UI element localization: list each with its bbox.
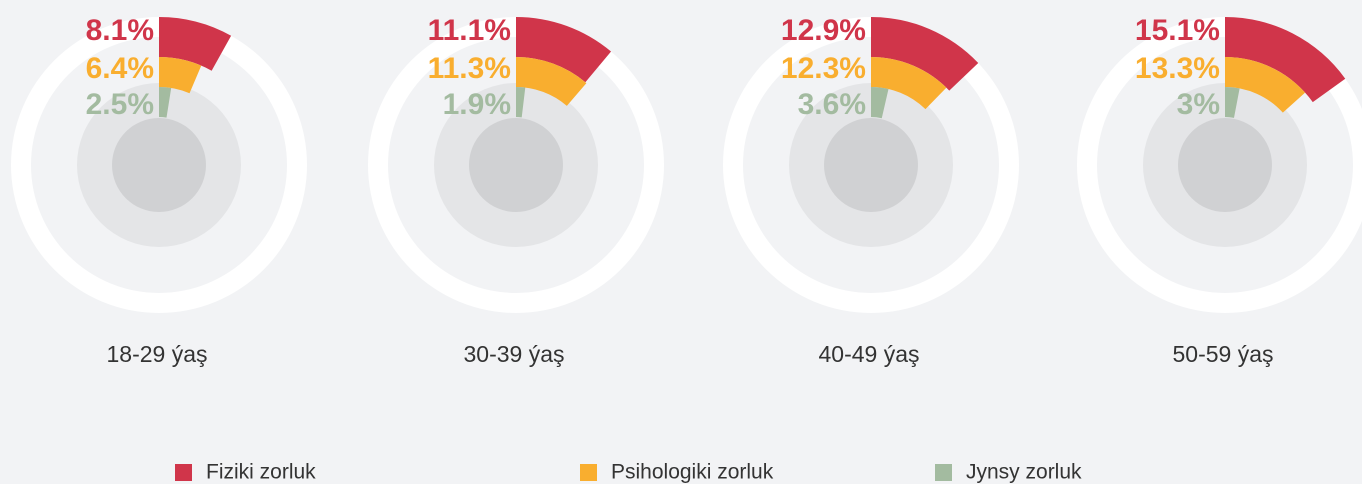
radial-bar	[159, 17, 232, 71]
radial-bar	[516, 57, 587, 106]
radial-bar	[871, 87, 889, 119]
center-disc	[469, 118, 563, 212]
value-label: 11.1%	[428, 14, 511, 47]
value-label: 1.9%	[443, 88, 511, 121]
center-disc	[1178, 118, 1272, 212]
radial-bar	[159, 57, 202, 94]
legend-swatch	[935, 464, 952, 481]
value-label: 6.4%	[86, 52, 154, 85]
radial-bar	[1225, 57, 1306, 113]
value-label: 13.3%	[1135, 52, 1220, 85]
category-label: 40-49 ýaş	[818, 341, 919, 367]
category-label: 30-39 ýaş	[463, 341, 564, 367]
radial-bar	[159, 87, 172, 118]
value-label: 2.5%	[86, 88, 154, 121]
legend-swatch	[580, 464, 597, 481]
value-label: 11.3%	[428, 52, 511, 85]
value-label: 12.3%	[781, 52, 866, 85]
legend-swatch	[175, 464, 192, 481]
center-disc	[824, 118, 918, 212]
radial-bar	[871, 57, 947, 110]
category-label: 50-59 ýaş	[1172, 341, 1273, 367]
radial-bar	[516, 87, 526, 118]
radial-bar	[1225, 17, 1346, 103]
category-label: 18-29 ýaş	[106, 341, 207, 367]
legend-label: Fiziki zorluk	[206, 461, 316, 484]
legend-label: Psihologiki zorluk	[611, 461, 774, 484]
radial-bar	[516, 17, 612, 83]
legend-label: Jynsy zorluk	[966, 461, 1082, 484]
value-label: 15.1%	[1135, 14, 1220, 47]
center-disc	[112, 118, 206, 212]
radial-bar	[871, 17, 979, 91]
value-label: 8.1%	[86, 14, 154, 47]
value-label: 3.6%	[798, 88, 866, 121]
value-label: 3%	[1177, 88, 1220, 121]
value-label: 12.9%	[781, 14, 866, 47]
radial-bar	[1225, 87, 1240, 118]
